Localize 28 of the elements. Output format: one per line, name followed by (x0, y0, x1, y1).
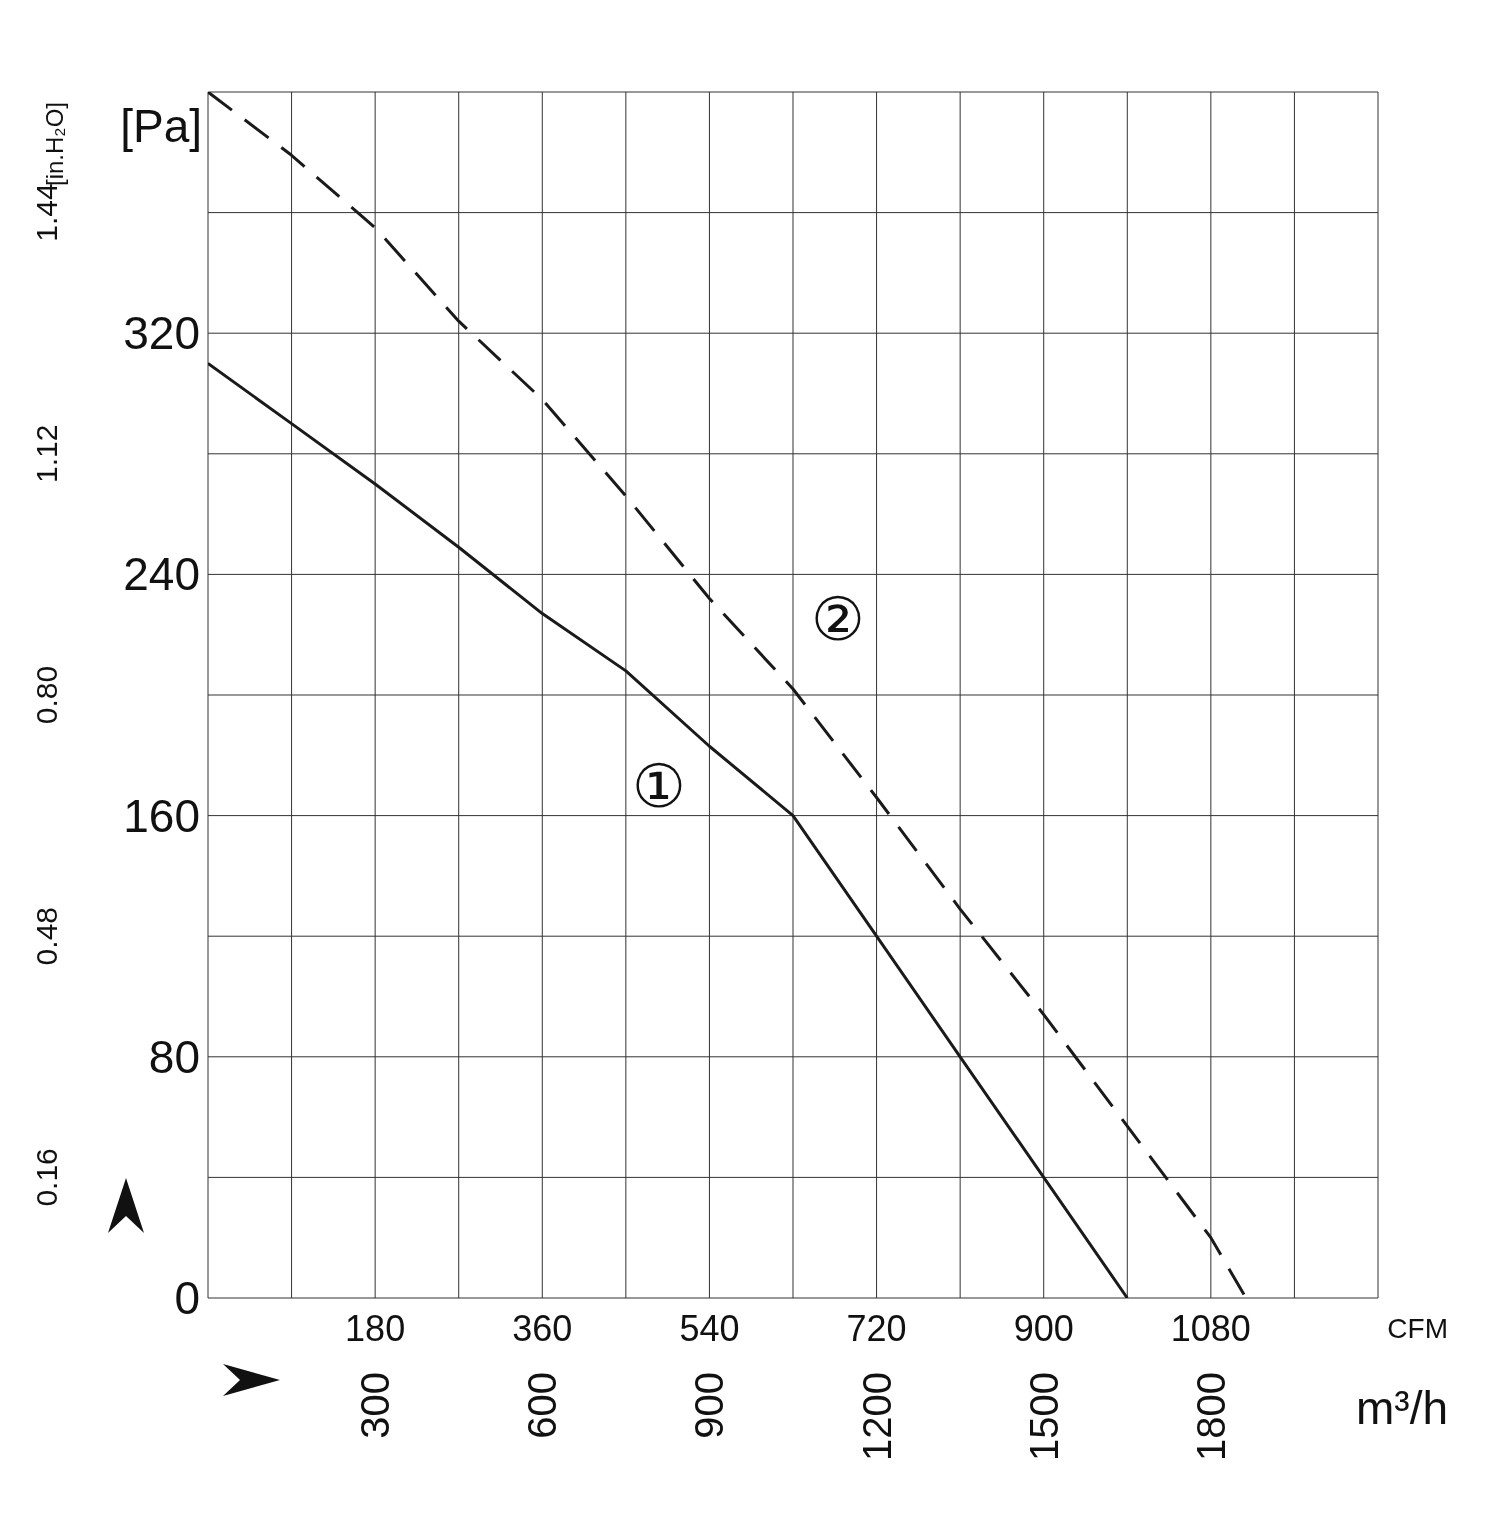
y2-tick-label: 0.48 (29, 907, 63, 966)
y-tick-label: 320 (123, 307, 200, 360)
y-tick-label: 160 (123, 789, 200, 842)
series-label: ① (632, 751, 687, 822)
y2-axis-title: [in.H₂O] (40, 102, 68, 186)
series-label: ② (811, 583, 865, 654)
x2-tick-label: 720 (846, 1307, 907, 1349)
y2-tick-label: 1.12 (29, 424, 63, 483)
x2-tick-label: 1080 (1170, 1307, 1251, 1349)
line-series (208, 361, 1129, 1298)
x2-tick-label: 900 (1013, 1307, 1074, 1349)
x-tick-label: 900 (687, 1372, 732, 1439)
x-tick-label: 600 (520, 1372, 565, 1439)
y-axis-title: [Pa] (120, 100, 202, 152)
x2-tick-label: 540 (679, 1307, 740, 1349)
x2-tick-label: 360 (512, 1307, 573, 1349)
x-axis-title: m³/h (1356, 1382, 1448, 1434)
x2-tick-label: 180 (345, 1307, 406, 1349)
x-tick-label: 1800 (1188, 1372, 1233, 1461)
x-tick-label: 300 (353, 1372, 398, 1439)
x2-axis-title: CFM (1387, 1312, 1448, 1344)
x-tick-label: 1500 (1021, 1372, 1066, 1461)
y-tick-label: 240 (123, 548, 200, 601)
y2-tick-label: 0.80 (29, 665, 63, 725)
y-tick-label: 0 (174, 1272, 200, 1324)
y2-tick-label: 0.16 (29, 1148, 63, 1207)
x-tick-label: 1200 (854, 1372, 899, 1461)
y-tick-label: 80 (148, 1030, 200, 1083)
